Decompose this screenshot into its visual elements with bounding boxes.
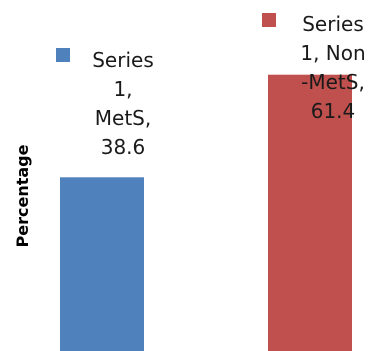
data-label-line: -MetS,	[301, 70, 365, 94]
data-label-line: MetS,	[95, 106, 151, 130]
bar-non-mets	[268, 74, 352, 351]
data-label-line: Series	[302, 12, 364, 36]
data-label-line: 1,	[113, 77, 132, 101]
data-label-marker	[56, 48, 70, 62]
data-label-line: 1, Non	[300, 41, 365, 65]
data-label-line: 61.4	[311, 99, 356, 123]
data-labels-group: Series 1, MetS, 38.6 Series 1, Non -MetS, 61.4	[56, 12, 366, 159]
data-label-line: Series	[92, 48, 154, 72]
y-axis-label: Percentage	[13, 144, 32, 247]
data-label-marker	[262, 13, 276, 27]
bar-mets	[60, 177, 144, 351]
data-label-line: 38.6	[101, 135, 146, 159]
bars-group	[60, 74, 352, 351]
